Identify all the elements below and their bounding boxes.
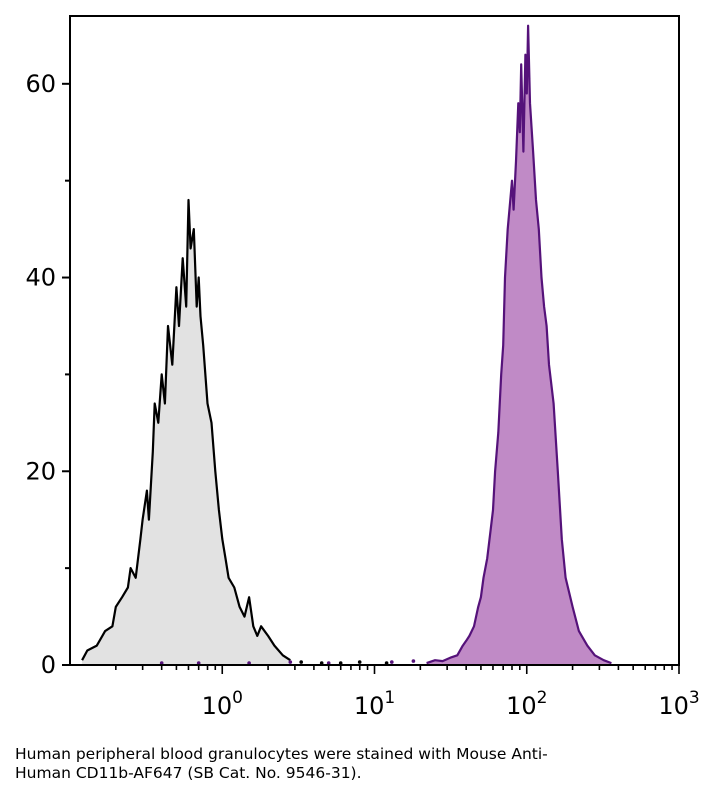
series-control-point <box>357 660 362 664</box>
y-tick-label: 0 <box>41 651 56 679</box>
series-stained-point <box>288 660 293 664</box>
series-stained-line <box>426 24 612 665</box>
caption-line-1: Human peripheral blood granulocytes were… <box>15 745 548 763</box>
y-tick-label: 60 <box>25 70 56 98</box>
series-stained-point <box>411 659 416 663</box>
x-tick-label: 103 <box>658 688 699 720</box>
axes-layer: 0 20 40 60 100 101 102 103 <box>25 15 700 720</box>
y-tick-label: 40 <box>25 264 56 292</box>
x-tick-label: 102 <box>506 688 547 720</box>
histogram-chart: 0 20 40 60 100 101 102 103 <box>25 15 700 720</box>
x-tick-label: 101 <box>354 688 395 720</box>
series-stained-point <box>390 660 394 664</box>
series-control-point <box>299 660 304 664</box>
y-tick-label: 20 <box>25 457 56 485</box>
x-tick-label: 100 <box>202 688 243 720</box>
figure-caption: Human peripheral blood granulocytes were… <box>15 745 695 783</box>
series-stained-fill <box>426 25 612 665</box>
caption-line-2: Human CD11b-AF647 (SB Cat. No. 9546-31). <box>15 764 362 782</box>
series-control-fill <box>82 200 291 665</box>
series-control-line <box>81 198 291 662</box>
series-layer <box>81 24 612 665</box>
